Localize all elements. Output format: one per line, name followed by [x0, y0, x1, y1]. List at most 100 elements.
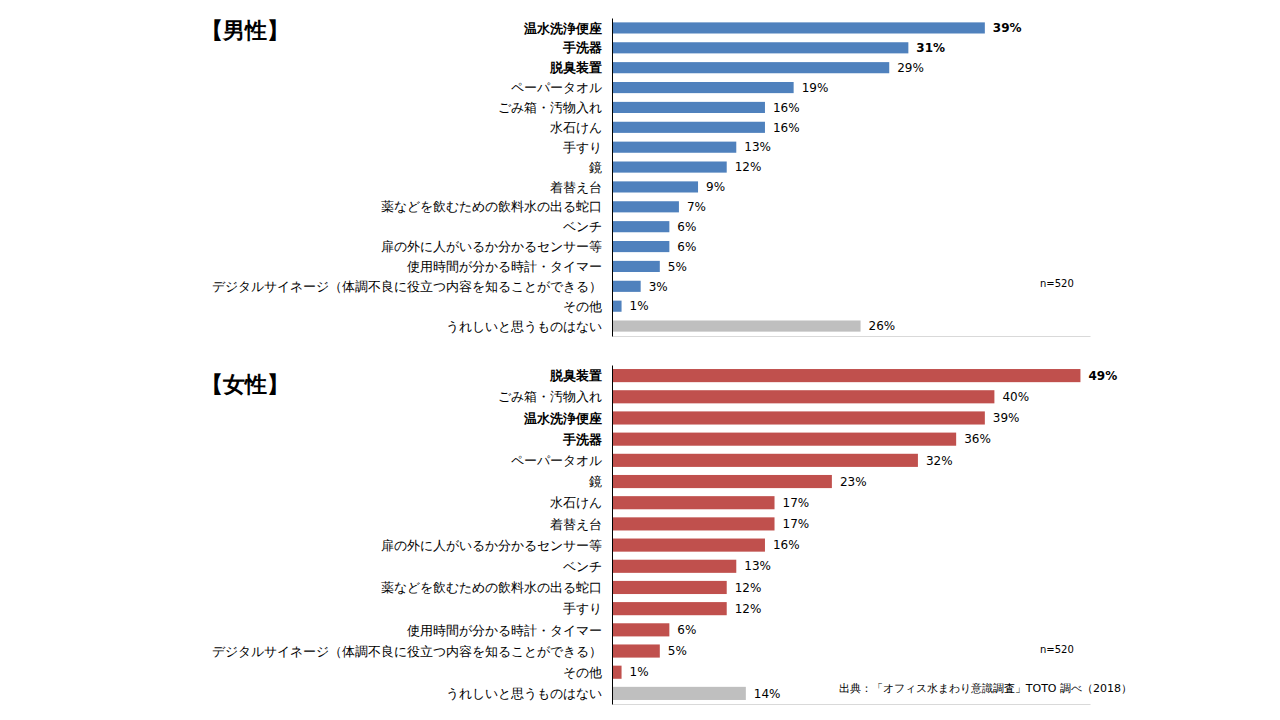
data-label: 3% — [649, 280, 668, 294]
y-tick: 鏡 — [589, 160, 612, 175]
data-label: 12% — [735, 160, 762, 174]
y-tick-label: ベンチ — [563, 219, 602, 234]
bar — [612, 475, 832, 488]
data-label: 13% — [744, 559, 771, 573]
y-tick-label: ベンチ — [563, 559, 602, 574]
y-tick: 扉の外に人がいるか分かるセンサー等 — [381, 239, 612, 254]
data-label: 17% — [783, 496, 810, 510]
bar — [612, 82, 794, 93]
data-label: 40% — [1002, 390, 1029, 404]
y-tick-label: うれしいと思うものはない — [446, 686, 602, 701]
data-label: 14% — [754, 687, 781, 701]
y-tick: 薬などを飲むための飲料水の出る蛇口 — [381, 580, 612, 595]
y-tick: ペーパータオル — [511, 453, 612, 468]
bar — [612, 22, 985, 33]
data-label: 39% — [993, 21, 1022, 35]
bar — [612, 623, 669, 636]
bar — [612, 602, 727, 615]
y-tick: うれしいと思うものはない — [446, 686, 612, 701]
y-tick-label: 手洗器 — [562, 432, 602, 447]
data-label: 1% — [630, 665, 649, 679]
chart-0: 【男性】温水洗浄便座手洗器脱臭装置ペーパータオルごみ箱・汚物入れ水石けん手すり鏡… — [201, 18, 1091, 337]
y-tick-label: ごみ箱・汚物入れ — [498, 100, 602, 115]
data-label: 1% — [630, 299, 649, 313]
y-tick-label: ごみ箱・汚物入れ — [498, 389, 602, 404]
bar — [612, 539, 765, 552]
y-tick: ベンチ — [563, 219, 612, 234]
bar — [612, 122, 765, 133]
x-axis — [613, 336, 1091, 337]
bar — [612, 666, 622, 679]
data-label: 9% — [706, 180, 725, 194]
bar — [612, 560, 736, 573]
data-label: 16% — [773, 101, 800, 115]
annotation: n=520 — [1040, 278, 1074, 289]
bar — [612, 496, 775, 509]
y-tick: 脱臭装置 — [549, 368, 612, 383]
y-tick-label: 脱臭装置 — [549, 60, 602, 75]
data-label: 39% — [993, 411, 1020, 425]
y-tick: 扉の外に人がいるか分かるセンサー等 — [381, 538, 612, 553]
y-tick-label: 着替え台 — [550, 180, 602, 195]
y-tick-label: 脱臭装置 — [549, 368, 602, 383]
y-tick-label: その他 — [563, 299, 602, 314]
bar — [612, 687, 746, 700]
y-axis-line — [612, 366, 613, 705]
y-tick: ペーパータオル — [511, 80, 612, 95]
y-tick: 薬などを飲むための飲料水の出る蛇口 — [381, 199, 612, 214]
data-label: 6% — [677, 623, 696, 637]
y-tick-label: 着替え台 — [550, 517, 602, 532]
y-tick-label: 手すり — [563, 140, 602, 155]
y-tick: 温水洗浄便座 — [523, 411, 612, 426]
chart-1: 【女性】脱臭装置ごみ箱・汚物入れ温水洗浄便座手洗器ペーパータオル鏡水石けん着替え… — [201, 366, 1132, 705]
bar — [612, 62, 889, 73]
y-tick: ベンチ — [563, 559, 612, 574]
y-tick: 水石けん — [550, 120, 612, 135]
annotation: 出典：「オフィス水まわり意識調査」TOTO 調べ（2018） — [839, 682, 1132, 695]
data-label: 17% — [783, 517, 810, 531]
y-tick-label: 使用時間が分かる時計・タイマー — [407, 259, 602, 274]
y-tick-label: 温水洗浄便座 — [523, 411, 602, 426]
data-label: 6% — [677, 240, 696, 254]
data-label: 7% — [687, 200, 706, 214]
y-tick: 温水洗浄便座 — [523, 21, 612, 36]
y-tick-label: 使用時間が分かる時計・タイマー — [407, 623, 602, 638]
data-label: 19% — [802, 81, 829, 95]
data-label: 36% — [964, 432, 991, 446]
bar — [612, 42, 908, 53]
data-label: 6% — [677, 220, 696, 234]
data-label: 5% — [668, 644, 687, 658]
chart-title: 【女性】 — [201, 372, 289, 397]
y-tick-label: その他 — [563, 665, 602, 680]
y-tick: 脱臭装置 — [549, 60, 612, 75]
y-tick: 手洗器 — [562, 432, 612, 447]
data-label: 29% — [897, 61, 924, 75]
x-axis-line — [613, 704, 1091, 705]
y-tick-label: 扉の外に人がいるか分かるセンサー等 — [381, 239, 602, 254]
bar — [612, 301, 622, 312]
y-tick-label: デジタルサイネージ（体調不良に役立つ内容を知ることができる） — [212, 279, 602, 294]
y-tick-label: 鏡 — [589, 160, 602, 175]
x-axis-line — [613, 336, 1091, 337]
data-label: 32% — [926, 454, 953, 468]
y-tick-label: ペーパータオル — [511, 453, 602, 468]
bars — [612, 369, 1080, 700]
y-tick-label: 温水洗浄便座 — [523, 21, 602, 36]
y-tick: 手すり — [563, 140, 612, 155]
y-tick: デジタルサイネージ（体調不良に役立つ内容を知ることができる） — [212, 279, 612, 294]
y-tick: 着替え台 — [550, 517, 612, 532]
bar — [612, 241, 669, 252]
data-label: 31% — [916, 41, 945, 55]
data-label: 26% — [869, 319, 896, 333]
y-tick: その他 — [563, 299, 612, 314]
bar — [612, 201, 679, 212]
data-labels: 39%31%29%19%16%16%13%12%9%7%6%6%5%3%1%26… — [630, 21, 1022, 333]
y-tick: ごみ箱・汚物入れ — [498, 389, 612, 404]
y-tick: ごみ箱・汚物入れ — [498, 100, 612, 115]
y-tick-label: 手洗器 — [562, 40, 602, 55]
data-label: 12% — [735, 602, 762, 616]
annotation: n=520 — [1040, 644, 1074, 655]
y-tick-label: 鏡 — [589, 474, 602, 489]
bar — [612, 281, 641, 292]
y-tick: デジタルサイネージ（体調不良に役立つ内容を知ることができる） — [212, 644, 612, 659]
